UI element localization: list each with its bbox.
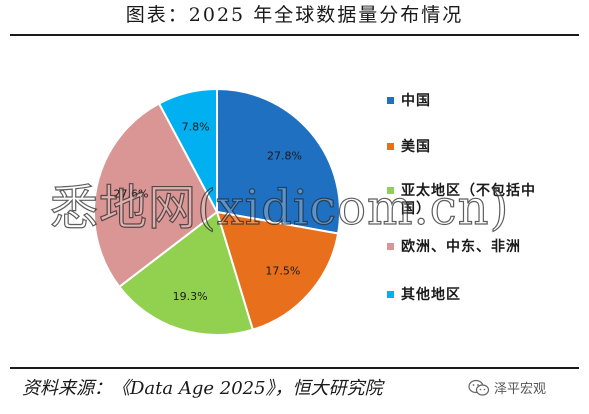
legend-label: 其他地区	[401, 287, 461, 303]
wechat-icon	[468, 379, 490, 396]
legend-swatch	[387, 97, 394, 104]
data-label: 27.6%	[114, 187, 149, 200]
legend-label: 欧洲、中东、非洲	[401, 239, 521, 255]
slice-asia-pacific	[117, 210, 255, 336]
legend-item-asia-pacific: 亚太地区（不包括中国）	[387, 182, 547, 218]
plot-area: 27.8% 17.5% 19.3% 27.6% 7.8%	[12, 38, 577, 364]
legend-label: 美国	[401, 139, 431, 155]
chart-title: 图表：2025 年全球数据量分布情况	[125, 4, 464, 26]
legend-swatch	[387, 143, 394, 150]
title-divider	[10, 34, 579, 36]
legend-item-usa: 美国	[387, 138, 583, 156]
legend-swatch	[387, 291, 394, 298]
slice-emea	[93, 102, 219, 289]
account-name: 泽平宏观	[494, 382, 547, 397]
data-label: 17.5%	[265, 264, 300, 277]
account-badge: 泽平宏观	[468, 378, 546, 397]
legend-item-emea: 欧洲、中东、非洲	[387, 238, 583, 256]
data-label: 19.3%	[173, 290, 208, 303]
legend-swatch	[387, 243, 394, 250]
legend-item-china: 中国	[387, 92, 583, 110]
slice-china	[216, 87, 341, 235]
source-note: 资料来源：《Data Age 2025》，恒大研究院	[22, 378, 383, 399]
source-divider	[10, 367, 579, 369]
legend-label: 中国	[401, 93, 431, 109]
slice-usa	[215, 210, 340, 331]
data-label: 7.8%	[182, 121, 210, 134]
pie-chart: 27.8% 17.5% 19.3% 27.6% 7.8%	[93, 87, 341, 336]
data-label: 27.8%	[267, 149, 302, 162]
legend-label: 亚太地区（不包括中国）	[401, 183, 536, 217]
legend-item-other: 其他地区	[387, 286, 583, 304]
legend-swatch	[387, 187, 394, 194]
slice-other	[157, 87, 218, 213]
